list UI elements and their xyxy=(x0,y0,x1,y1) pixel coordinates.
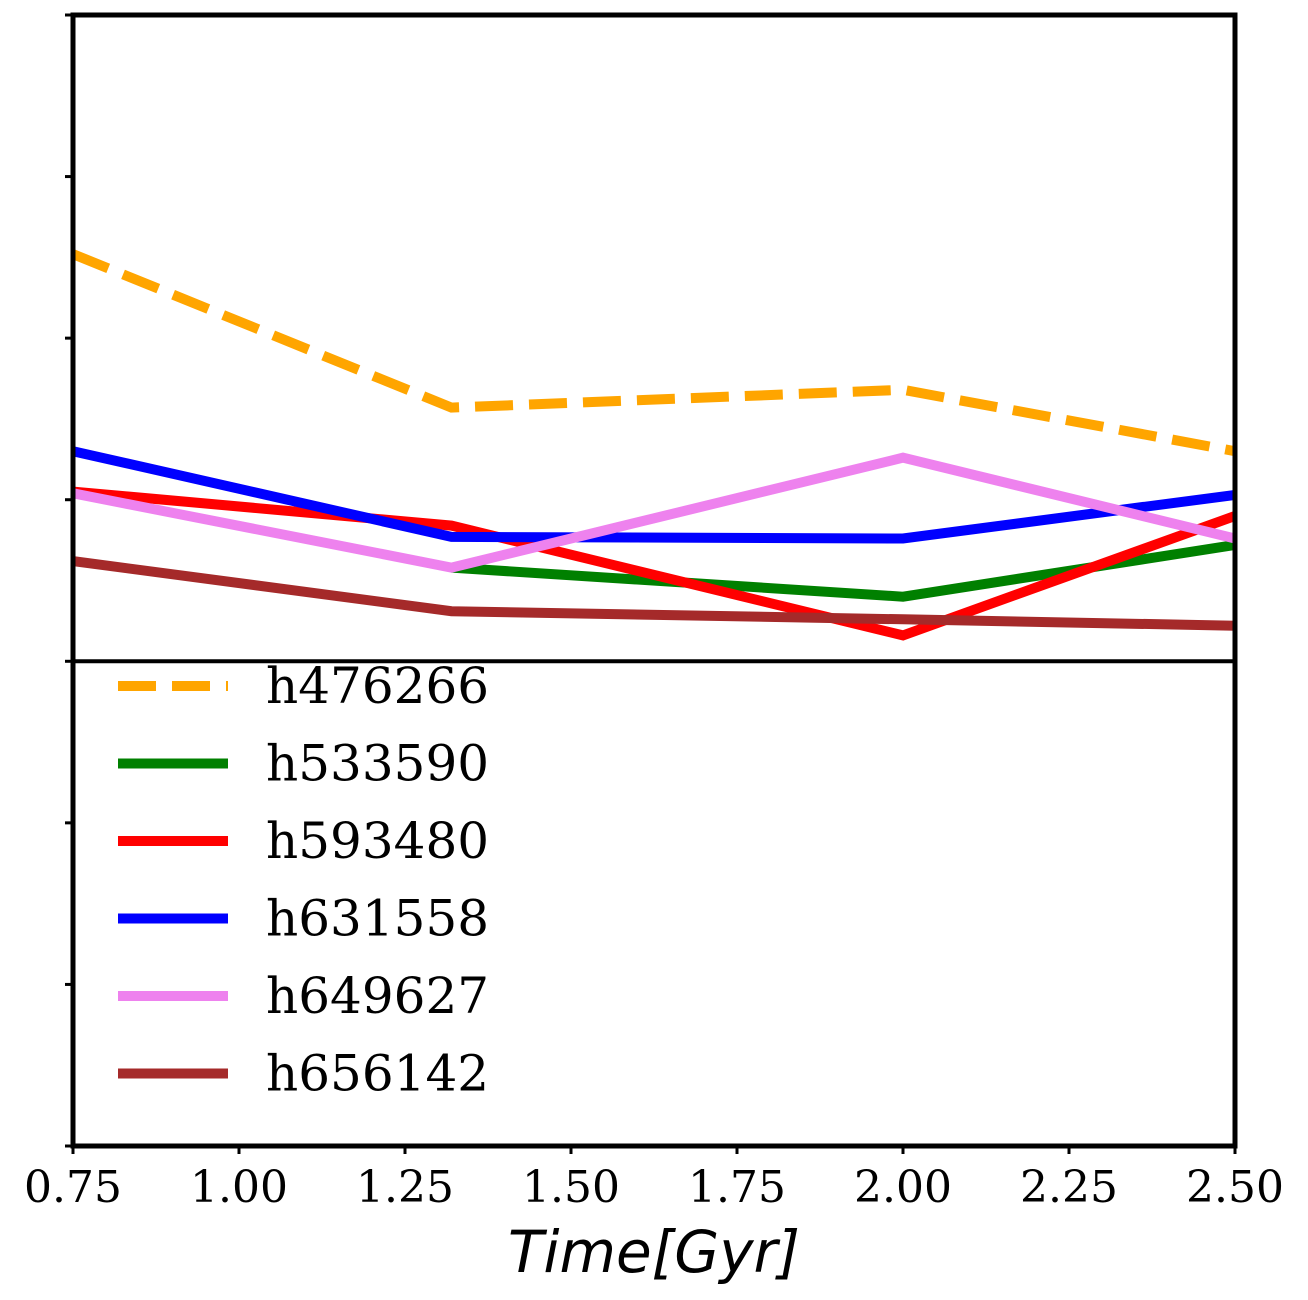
series-line-h593480 xyxy=(73,486,1235,641)
legend-label-h593480: h593480 xyxy=(266,812,489,870)
legend-label-h533590: h533590 xyxy=(266,735,489,793)
legend-label-h476266: h476266 xyxy=(266,657,489,715)
legend-label-h649627: h649627 xyxy=(266,967,489,1025)
x-tick-label: 2.00 xyxy=(854,1162,952,1213)
x-tick-label: 1.75 xyxy=(688,1162,786,1213)
series-line-h649627 xyxy=(73,452,1235,573)
series-line-h656142 xyxy=(73,556,1235,631)
x-tick-label: 1.50 xyxy=(522,1162,620,1213)
x-tick-label: 2.50 xyxy=(1186,1162,1284,1213)
x-tick-label: 2.25 xyxy=(1020,1162,1118,1213)
legend-label-h656142: h656142 xyxy=(266,1045,489,1103)
x-tick-label: 1.25 xyxy=(356,1162,454,1213)
axis-ticks: 0.75 1.00 1.25 1.50 1.75 2.00 2.25 2.50 xyxy=(24,13,1284,1213)
legend-label-h631558: h631558 xyxy=(266,890,489,948)
series-layer xyxy=(73,249,1235,641)
legend: h476266 h533590 h593480 h631558 h649627 h6561… xyxy=(118,657,489,1103)
series-line-h533590 xyxy=(451,540,1235,602)
x-axis-label: Time[Gyr] xyxy=(508,1218,800,1286)
plot-frame xyxy=(70,12,1238,1149)
series-line-h476266 xyxy=(73,249,1235,457)
x-tick-label: 1.00 xyxy=(190,1162,288,1213)
series-line-h631558 xyxy=(73,446,1235,544)
x-tick-label: 0.75 xyxy=(24,1162,122,1213)
